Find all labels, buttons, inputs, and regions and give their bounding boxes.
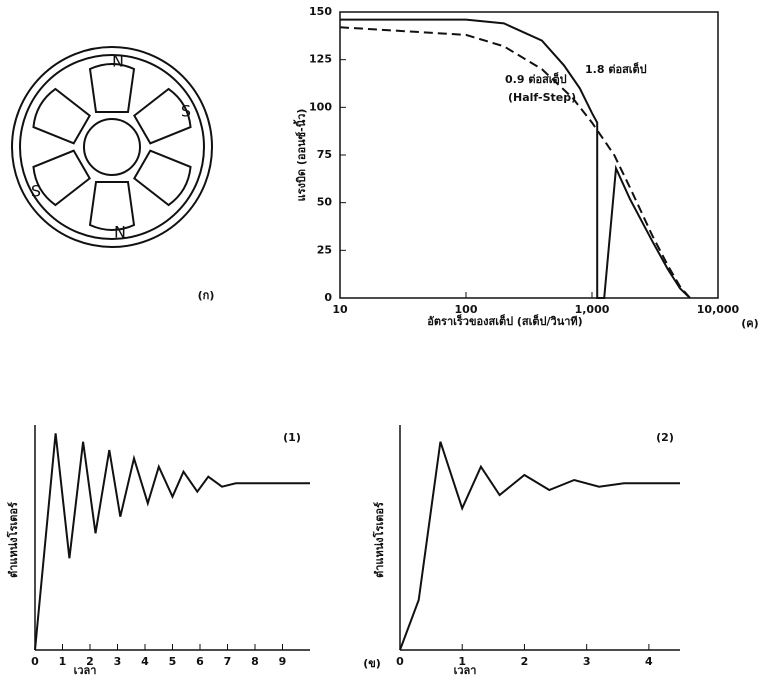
y-axis-label: ตำแหน่งโรเตอร์ bbox=[372, 502, 386, 578]
series-line bbox=[340, 18, 691, 299]
x-tick-label: 6 bbox=[196, 655, 204, 668]
x-tick-label: 9 bbox=[279, 655, 287, 668]
chart-caption: (ค) bbox=[741, 317, 758, 330]
x-tick-label: 10 bbox=[332, 303, 348, 316]
pole-label: S bbox=[181, 102, 191, 121]
plot-frame bbox=[339, 11, 719, 299]
x-tick-label: 0 bbox=[396, 655, 404, 668]
x-tick-label: 0 bbox=[31, 655, 39, 668]
pole-label: N bbox=[114, 223, 126, 242]
x-tick-label: 10,000 bbox=[697, 303, 740, 316]
series-line bbox=[399, 441, 680, 651]
y-tick-label: 0 bbox=[324, 291, 332, 304]
x-tick-label: 1,000 bbox=[575, 303, 610, 316]
y-tick-label: 50 bbox=[317, 196, 333, 209]
x-tick-label: 100 bbox=[455, 303, 478, 316]
chart-caption: (1) bbox=[283, 431, 301, 444]
x-tick-label: 5 bbox=[169, 655, 177, 668]
x-tick-label: 8 bbox=[251, 655, 259, 668]
annotation: 1.8 ต่อสเต็ป bbox=[585, 62, 647, 76]
series-line bbox=[339, 26, 691, 299]
x-tick-label: 4 bbox=[645, 655, 653, 668]
figure-caption: (ข) bbox=[363, 657, 381, 670]
y-tick-label: 75 bbox=[317, 148, 332, 161]
x-tick-label: 3 bbox=[583, 655, 591, 668]
y-axis-label: ตำแหน่งโรเตอร์ bbox=[6, 502, 20, 578]
x-tick-label: 1 bbox=[458, 655, 466, 668]
figure-caption: (ก) bbox=[198, 289, 215, 302]
x-axis-label: เวลา bbox=[74, 664, 97, 677]
series-line bbox=[34, 433, 310, 651]
y-tick-label: 150 bbox=[309, 5, 332, 18]
pole-label: S bbox=[31, 182, 41, 201]
annotation: (Half-Step) bbox=[508, 91, 576, 104]
y-axis-label: แรงบิด (ออนซ์-นิ้ว) bbox=[293, 109, 308, 202]
x-axis-label: เวลา bbox=[454, 664, 477, 677]
x-tick-label: 2 bbox=[86, 655, 94, 668]
x-tick-label: 7 bbox=[224, 655, 232, 668]
x-axis-label: อัตราเร็วของสเต็ป (สเต็ป/วินาที) bbox=[427, 314, 582, 328]
x-tick-label: 3 bbox=[114, 655, 122, 668]
x-tick-label: 4 bbox=[141, 655, 149, 668]
motor-diagram bbox=[11, 46, 213, 248]
y-tick-label: 25 bbox=[317, 243, 332, 256]
y-tick-label: 100 bbox=[309, 100, 332, 113]
y-tick-label: 125 bbox=[309, 53, 332, 66]
annotation: 0.9 ต่อสเต็ป bbox=[505, 72, 567, 86]
x-tick-label: 2 bbox=[521, 655, 529, 668]
x-tick-label: 1 bbox=[59, 655, 67, 668]
pole-label: N bbox=[112, 52, 124, 71]
chart-caption: (2) bbox=[656, 431, 674, 444]
